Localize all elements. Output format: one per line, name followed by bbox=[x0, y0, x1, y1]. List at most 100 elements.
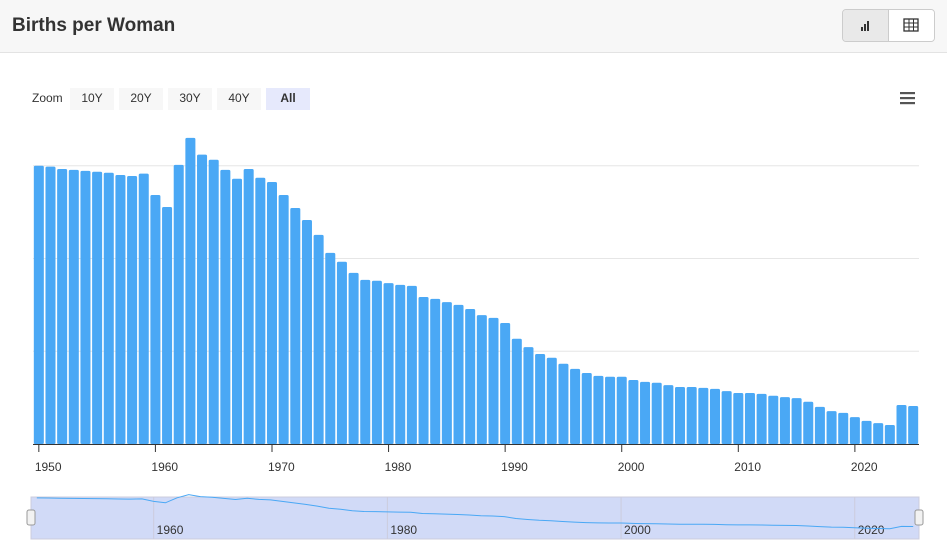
bar bbox=[675, 386, 686, 444]
bar bbox=[756, 393, 767, 444]
bar bbox=[325, 252, 336, 444]
bar bbox=[278, 194, 289, 444]
bar bbox=[581, 373, 592, 444]
bar bbox=[523, 347, 534, 444]
bar bbox=[779, 397, 790, 444]
bar bbox=[301, 220, 312, 444]
bar bbox=[220, 169, 231, 444]
navigator-line bbox=[36, 494, 914, 530]
bar bbox=[68, 169, 79, 444]
zoom-button[interactable] bbox=[119, 88, 163, 110]
bar bbox=[208, 159, 219, 444]
zoom-button[interactable] bbox=[168, 88, 212, 110]
navigator-handle[interactable] bbox=[914, 509, 924, 526]
zoom-button[interactable] bbox=[70, 88, 114, 110]
bar bbox=[896, 405, 907, 444]
bar bbox=[511, 338, 522, 444]
bar bbox=[640, 381, 651, 444]
zoom-button-label[interactable]: All bbox=[280, 91, 295, 105]
bar bbox=[430, 298, 441, 444]
bar bbox=[721, 391, 732, 444]
zoom-label: Zoom bbox=[32, 91, 63, 105]
bar bbox=[814, 406, 825, 444]
navigator-label: 2000 bbox=[624, 523, 651, 537]
bar bbox=[115, 175, 126, 444]
table-view-button[interactable] bbox=[889, 10, 934, 41]
bar bbox=[488, 317, 499, 444]
x-tick-label: 1980 bbox=[385, 460, 412, 474]
bar bbox=[826, 411, 837, 444]
header: Births per Woman bbox=[0, 0, 947, 53]
bar bbox=[45, 166, 56, 444]
bar bbox=[873, 423, 884, 444]
bar bbox=[266, 181, 277, 444]
chart-view-button[interactable] bbox=[843, 10, 889, 41]
chart: Zoom 10Y 20Y 30Y 40Y All 1950 1960 1970 1980 1990 2… bbox=[26, 88, 924, 540]
bar bbox=[418, 296, 429, 444]
bar bbox=[605, 376, 616, 444]
bar bbox=[663, 385, 674, 444]
bar bbox=[348, 272, 359, 444]
bar bbox=[628, 380, 639, 444]
x-tick-label: 2020 bbox=[851, 460, 878, 474]
bar bbox=[197, 154, 208, 444]
bar bbox=[698, 387, 709, 444]
bar bbox=[791, 398, 802, 444]
bar bbox=[406, 285, 417, 444]
bar bbox=[92, 171, 103, 444]
bar bbox=[838, 412, 849, 444]
x-tick-label: 2000 bbox=[618, 460, 645, 474]
navigator-label: 1980 bbox=[390, 523, 417, 537]
bar bbox=[709, 388, 720, 444]
bar bbox=[336, 261, 347, 444]
bar bbox=[162, 207, 173, 444]
bar bbox=[546, 357, 557, 444]
bar bbox=[290, 207, 301, 444]
bar bbox=[441, 302, 452, 444]
bar bbox=[884, 424, 895, 444]
bar bbox=[744, 392, 755, 444]
x-tick-label: 1990 bbox=[501, 460, 528, 474]
bar bbox=[395, 284, 406, 444]
bar bbox=[57, 168, 68, 444]
bar bbox=[127, 175, 138, 444]
zoom-button[interactable] bbox=[217, 88, 261, 110]
bar bbox=[33, 165, 44, 444]
title: Births per Woman bbox=[12, 15, 176, 36]
bar bbox=[150, 194, 161, 444]
bar bbox=[185, 137, 196, 445]
zoom-button[interactable] bbox=[266, 88, 310, 110]
bar bbox=[360, 279, 371, 444]
zoom-button-label[interactable]: 40Y bbox=[228, 91, 249, 105]
bar bbox=[535, 354, 546, 444]
bar bbox=[173, 164, 184, 444]
bar bbox=[465, 309, 476, 444]
navigator-handle[interactable] bbox=[26, 509, 36, 526]
bar bbox=[768, 395, 779, 444]
bar bbox=[371, 280, 382, 444]
navigator-label: 2020 bbox=[858, 523, 885, 537]
bar bbox=[453, 304, 464, 444]
x-tick-label: 1960 bbox=[151, 460, 178, 474]
bar bbox=[803, 401, 814, 444]
bar bbox=[651, 382, 662, 444]
navigator-label: 1960 bbox=[157, 523, 184, 537]
x-tick-label: 1950 bbox=[35, 460, 62, 474]
view-switch bbox=[842, 9, 935, 42]
bar bbox=[476, 315, 487, 444]
bar bbox=[255, 177, 266, 444]
bar bbox=[908, 405, 919, 444]
bar bbox=[570, 368, 581, 444]
bar bbox=[500, 322, 511, 444]
bar bbox=[103, 172, 114, 445]
bar bbox=[313, 234, 324, 444]
zoom-button-label[interactable]: 20Y bbox=[130, 91, 151, 105]
bar bbox=[616, 376, 627, 444]
zoom-button-label[interactable]: 30Y bbox=[179, 91, 200, 105]
bar bbox=[243, 168, 254, 444]
bar bbox=[138, 173, 149, 444]
bar bbox=[733, 392, 744, 444]
menu-icon[interactable] bbox=[900, 92, 915, 105]
zoom-button-label[interactable]: 10Y bbox=[81, 91, 102, 105]
